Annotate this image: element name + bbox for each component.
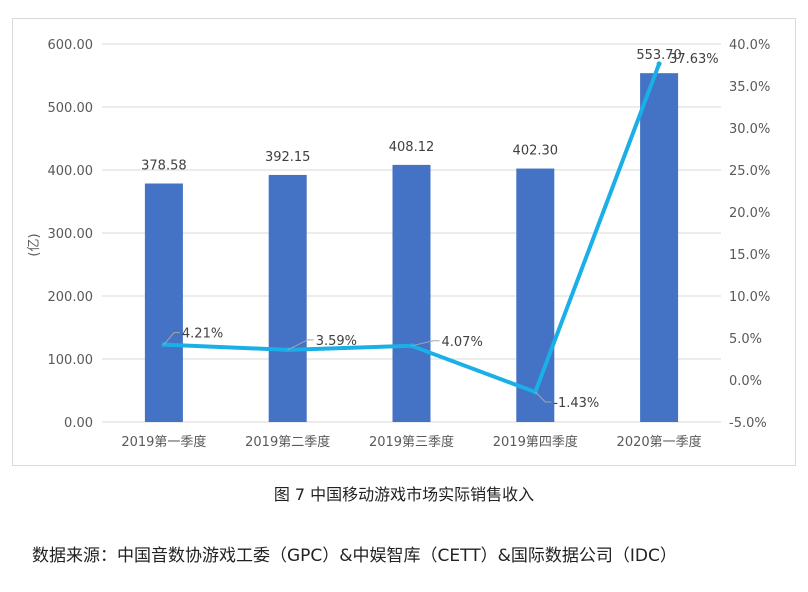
y-tick-label: 200.00	[48, 290, 94, 305]
data-source-note: 数据来源：中国音数协游戏工委（GPC）&中娱智库（CETT）&国际数据公司（ID…	[32, 546, 677, 566]
y2-tick-label: 0.0%	[729, 374, 762, 389]
chart-frame: 0.00 100.00 200.00 300.00 400.00 500.00 600.00…	[12, 18, 796, 466]
y2-tick-label: -5.0%	[729, 416, 767, 431]
y-tick-label: 600.00	[48, 38, 94, 53]
growth-value-label: 4.21%	[182, 327, 223, 342]
y2-tick-label: 35.0%	[729, 80, 770, 95]
y-tick-label: 500.00	[48, 101, 94, 116]
bar-value-label: 553.70	[636, 48, 682, 63]
label-leader-line	[287, 339, 314, 351]
x-tick-label: 2019第一季度	[121, 434, 206, 450]
growth-value-label: 4.07%	[442, 335, 483, 350]
bar	[640, 73, 679, 422]
bar-value-label: 408.12	[389, 140, 435, 155]
y-tick-label: 400.00	[48, 164, 94, 179]
growth-value-label: 3.59%	[316, 334, 357, 349]
y2-tick-label: 30.0%	[729, 122, 770, 137]
label-leader-line	[163, 332, 180, 345]
x-tick-label: 2019第二季度	[245, 434, 330, 450]
x-tick-label: 2020第一季度	[617, 434, 702, 450]
bar	[268, 174, 307, 422]
figure-caption: 图 7 中国移动游戏市场实际销售收入	[273, 485, 535, 504]
y2-tick-label: 25.0%	[729, 164, 770, 179]
growth-value-label: -1.43%	[553, 396, 599, 411]
y-axis-label: (亿)	[27, 233, 42, 256]
y2-tick-label: 15.0%	[729, 248, 770, 263]
y2-tick-label: 10.0%	[729, 290, 770, 305]
bar	[144, 183, 183, 422]
x-tick-label: 2019第三季度	[369, 434, 454, 450]
label-leader-line	[534, 391, 552, 403]
y2-tick-label: 5.0%	[729, 332, 762, 347]
y-tick-label: 300.00	[48, 227, 94, 242]
label-leader-line	[411, 340, 440, 347]
bar	[392, 164, 431, 422]
y-tick-label: 100.00	[48, 353, 94, 368]
line-point	[656, 61, 662, 67]
y2-tick-label: 40.0%	[729, 38, 770, 53]
bar-value-label: 392.15	[265, 150, 311, 165]
x-tick-label: 2019第四季度	[493, 434, 578, 450]
y-tick-label: 0.00	[64, 416, 93, 431]
chart: 0.00 100.00 200.00 300.00 400.00 500.00 600.00…	[27, 38, 770, 450]
growth-value-label: 37.63%	[669, 52, 719, 67]
bar-value-label: 378.58	[141, 158, 187, 173]
bar-value-label: 402.30	[513, 144, 559, 159]
bar	[516, 168, 555, 422]
y2-tick-label: 20.0%	[729, 206, 770, 221]
